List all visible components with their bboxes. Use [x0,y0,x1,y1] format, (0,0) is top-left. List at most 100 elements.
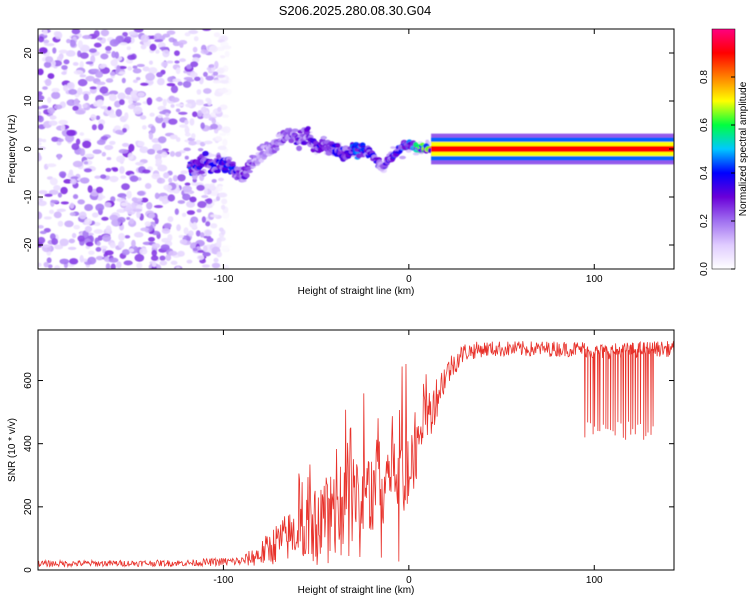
noise-blob [185,103,193,108]
noise-blob [144,221,152,227]
noise-blob [98,64,106,69]
noise-blob [139,146,149,154]
colorbar-tick-label: 0.0 [699,262,710,276]
spectrogram-image [38,29,674,269]
noise-blob [47,73,55,79]
noise-blob [156,71,163,78]
noise-blob [95,115,101,121]
noise-blob [95,81,106,86]
signal-blob [213,169,221,174]
noise-blob [49,209,55,215]
noise-blob [203,71,208,77]
noise-blob [109,175,119,183]
noise-blob [203,187,208,196]
noise-blob [133,231,144,238]
signal-blob [296,145,302,152]
noise-blob [161,151,168,158]
noise-blob [132,68,142,74]
noise-blob [399,155,406,160]
noise-blob [133,29,144,33]
noise-blob [222,138,228,147]
noise-blob [219,79,229,84]
noise-blob [52,47,57,54]
noise-blob [175,137,181,142]
noise-blob [97,196,103,201]
noise-blob [219,104,228,110]
x-tick-label: -100 [213,575,233,586]
noise-blob [83,168,93,173]
noise-blob [46,163,57,168]
noise-blob [184,119,189,125]
noise-blob [110,196,116,203]
noise-blob [154,192,160,200]
noise-blob [38,36,45,43]
noise-blob [96,241,101,246]
noise-blob [202,252,211,257]
colorbar-tick-label: 0.8 [699,70,710,84]
noise-blob [140,82,149,86]
noise-blob [47,264,53,269]
noise-blob [49,115,57,120]
noise-blob [38,190,48,195]
noise-blob [66,82,74,88]
colorbar-ticks: 0.0 0.2 0.4 0.6 0.8 [699,70,735,276]
noise-blob [196,255,205,261]
noise-blob [197,200,207,209]
noise-blob [148,67,158,74]
signal-blob [398,149,403,154]
noise-blob [105,167,112,173]
noise-blob [123,260,133,266]
noise-blob [184,155,189,160]
noise-blob [218,192,228,198]
noise-blob [130,90,140,98]
noise-blob [194,76,201,82]
noise-blob [165,254,172,261]
noise-blob [169,134,178,140]
noise-blob [66,129,76,137]
noise-blob [90,114,97,121]
noise-blob [196,208,202,213]
noise-blob [109,242,116,249]
noise-blob [161,227,171,234]
noise-blob [83,93,89,101]
noise-blob [38,196,43,202]
noise-blob [43,61,52,68]
noise-blob [42,86,48,90]
noise-blob [188,230,194,237]
noise-blob [79,74,87,78]
noise-blob [72,194,79,200]
noise-blob [38,106,44,110]
noise-blob [122,31,128,37]
noise-blob [192,247,198,252]
noise-blob [162,49,170,58]
noise-blob [105,78,114,83]
y-tick-label: 400 [23,435,34,452]
noise-blob [111,51,117,58]
noise-blob [47,96,52,104]
y-tick-label: 0 [23,146,34,152]
noise-blob [205,221,211,227]
noise-blob [42,29,48,36]
signal-blob [191,171,197,176]
noise-blob [184,126,190,134]
noise-blob [100,53,109,60]
signal-blob [245,166,252,170]
noise-blob [185,200,196,208]
noise-blob [129,218,135,225]
noise-blob [183,227,189,235]
noise-blob [38,115,44,123]
noise-blob [153,204,164,209]
noise-blob [188,140,197,146]
noise-blob [106,156,112,161]
noise-blob [172,174,179,182]
noise-blob [118,240,125,249]
noise-blob [126,46,131,51]
noise-blob [180,170,188,175]
noise-blob [68,169,74,176]
noise-blob [182,80,192,88]
noise-blob [174,208,179,215]
noise-blob [75,138,81,146]
noise-blob [155,97,163,102]
noise-blob [79,132,85,136]
noise-blob [38,94,45,101]
